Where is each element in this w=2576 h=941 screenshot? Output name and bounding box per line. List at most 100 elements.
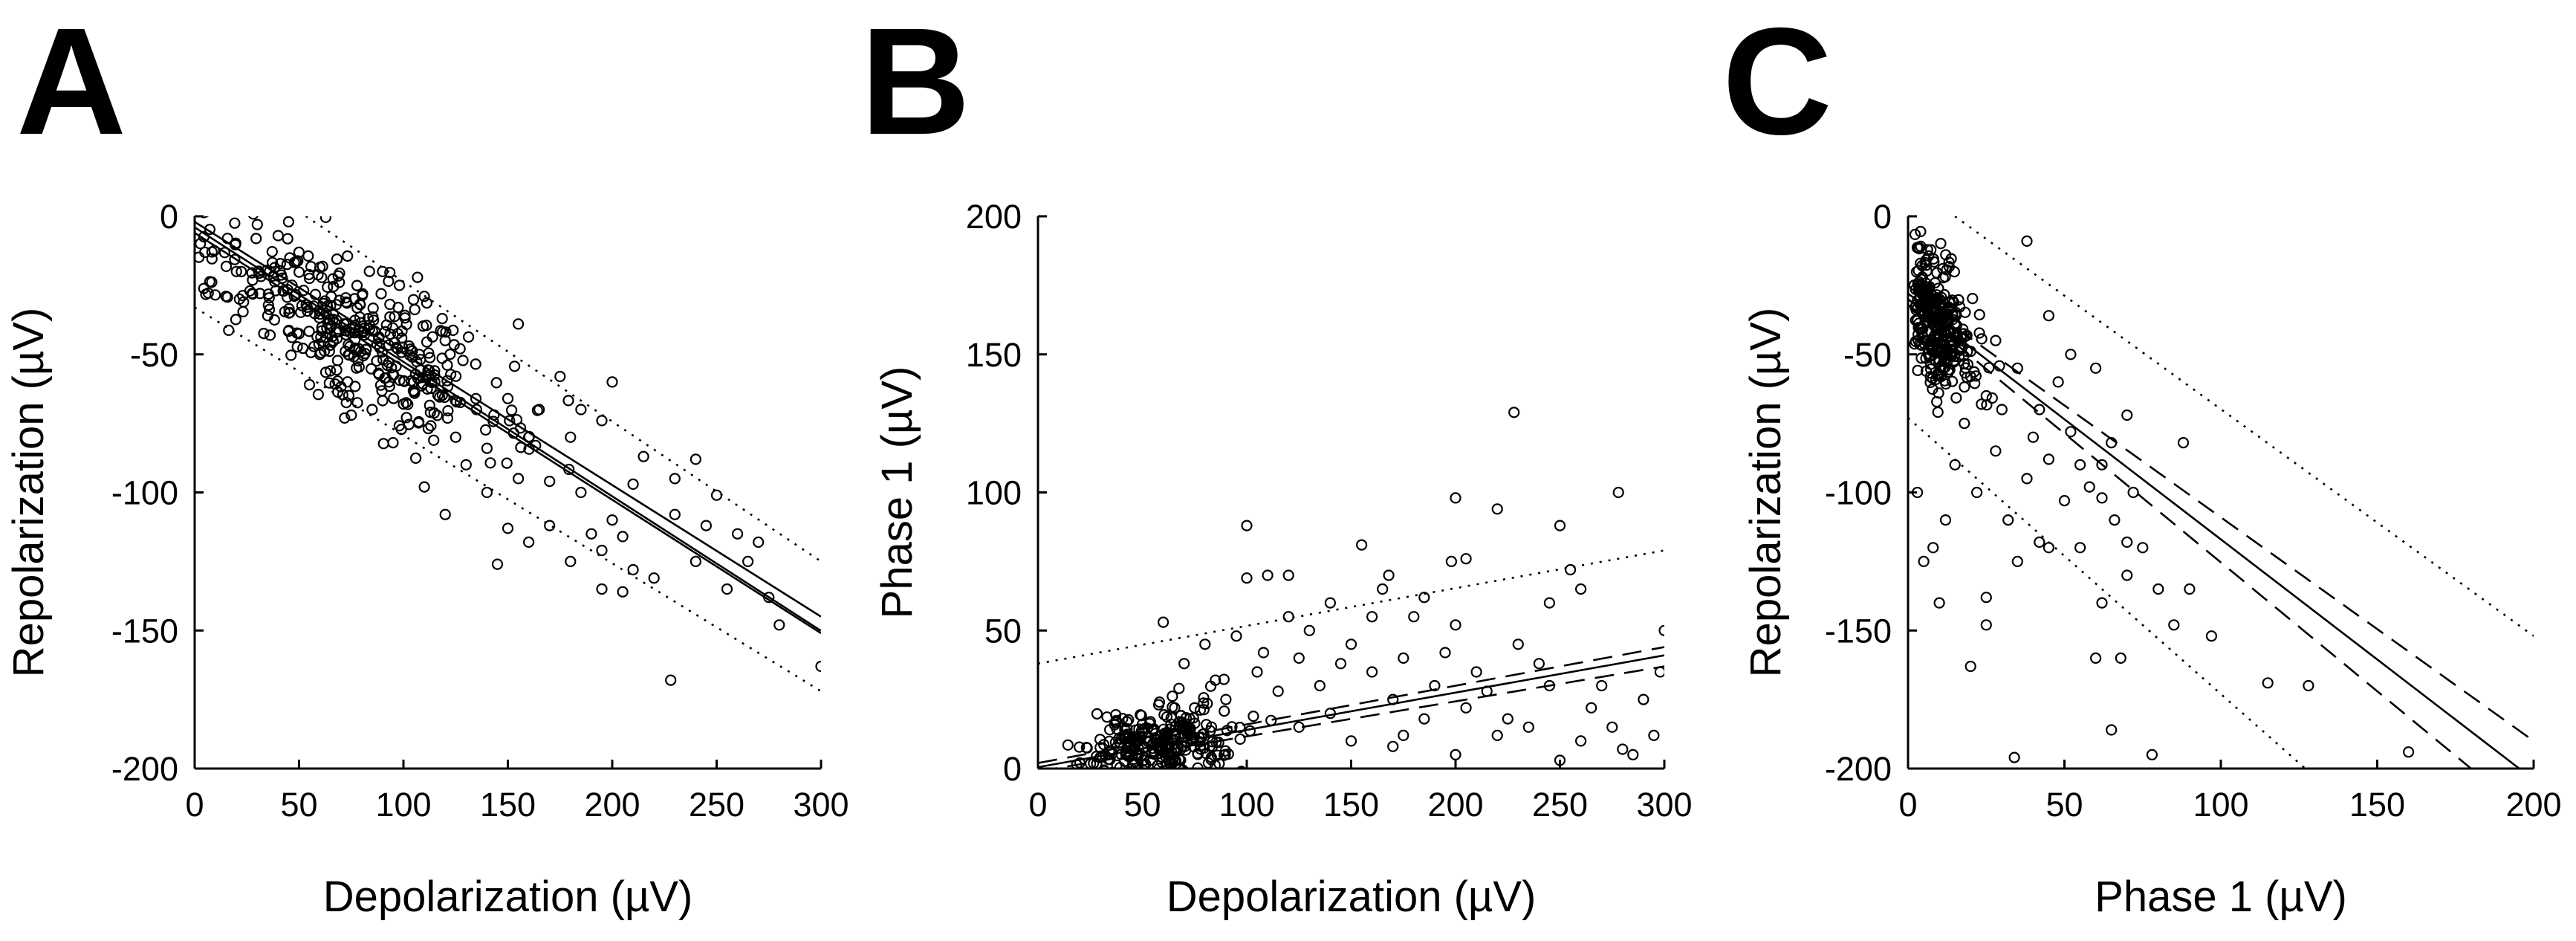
data-point [1334,658,1347,670]
y-tick-label: -150 [111,612,178,650]
data-point [1606,721,1618,733]
data-point [1158,708,1170,721]
data-point [1293,652,1305,664]
data-point [1121,728,1133,740]
data-point [504,415,516,427]
data-point [1912,322,1924,334]
data-point [2027,431,2039,443]
data-point [2137,542,2149,554]
data-point [522,536,535,549]
data-point [1178,764,1189,769]
data-point [690,555,702,568]
data-point [1377,583,1389,595]
x-tick-label: 150 [1323,786,1379,824]
data-point [1282,611,1294,623]
data-point [1949,459,1961,470]
data-point [1227,771,1237,780]
data-point [2403,746,2415,758]
data-point [316,321,328,334]
x-tick-label: 0 [185,786,204,824]
data-point [441,375,453,387]
data-point [1046,767,1053,769]
data-point [1219,705,1230,717]
data-point [357,288,369,300]
data-point [326,331,338,343]
data-point [432,389,444,401]
data-point [627,563,639,576]
data-point [1324,708,1337,720]
data-point [367,303,379,314]
data-point [407,385,420,397]
x-axis-title: Phase 1 (µV) [2095,873,2347,921]
data-point [198,282,210,294]
data-point [291,341,303,353]
panel-letter: A [16,0,126,166]
data-point [331,253,343,265]
data-point [544,475,556,488]
data-point [1533,658,1545,670]
data-point [1169,771,1178,780]
data-point [263,292,275,304]
data-point [1132,775,1142,784]
data-point [450,431,461,443]
data-point [1959,417,1970,430]
data-point [351,397,363,409]
x-tick-label: 100 [375,786,431,824]
data-point [1272,685,1284,697]
data-point [331,364,343,376]
data-point [1522,721,1534,733]
data-point [412,417,424,429]
data-point [1921,259,1933,271]
data-point [1915,225,1927,238]
x-axis-title: Depolarization (µV) [323,873,693,921]
data-point [1627,748,1639,761]
data-point [371,355,383,367]
data-point [1933,597,1945,609]
data-point [1408,611,1420,623]
data-point [1439,647,1451,659]
data-point [665,674,677,686]
data-point [2090,652,2102,664]
data-point [424,399,435,412]
data-point [2096,492,2108,504]
data-point [1939,361,1951,373]
data-point [462,331,475,343]
data-point [2074,542,2086,554]
data-point [1236,766,1247,769]
data-point [1980,592,1992,604]
data-point [377,395,389,407]
data-point [1986,392,1998,404]
data-point [425,420,437,432]
data-point [320,332,332,343]
data-point [1967,293,1979,305]
data-point [303,326,315,337]
data-point [1502,713,1514,725]
data-point [1138,765,1149,769]
data-point [544,520,556,531]
data-point [1617,743,1629,755]
data-point [1921,316,1933,329]
x-tick-label: 200 [1427,786,1483,824]
data-point [1596,679,1608,692]
data-point [1118,773,1128,783]
data-point [264,329,276,341]
data-point [303,378,316,391]
data-point [690,453,702,465]
data-point [230,314,241,326]
data-point [1508,407,1520,418]
data-point [1971,486,1983,499]
data-point [669,508,681,520]
data-point [1137,726,1149,739]
data-point [1148,723,1160,735]
data-point [753,536,765,549]
data-point [295,306,307,318]
data-point [258,328,270,340]
data-point [1200,772,1210,781]
data-point [1221,725,1233,737]
x-tick-label: 200 [584,786,640,824]
data-point [435,325,447,337]
data-point [2058,494,2071,507]
confidence-band-upper [1908,292,2534,742]
data-point [428,434,440,446]
data-point [335,381,347,393]
